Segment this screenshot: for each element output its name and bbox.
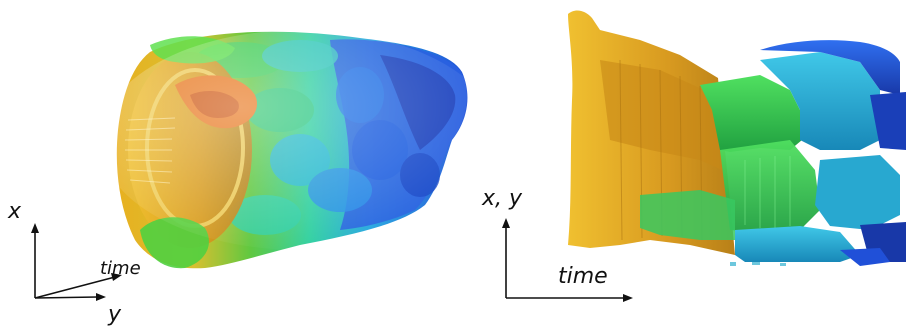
left-axes [31,223,122,301]
left-axis-x-label: x [8,199,22,224]
right-axis-vertical-label: x, y [482,186,523,211]
left-axis-time-label: time [100,258,141,279]
right-axis-time-label: time [558,264,608,289]
right-volume-render [568,10,906,266]
left-volume-render [100,30,500,269]
right-axes [502,218,633,302]
left-axis-y-label: y [108,302,122,327]
